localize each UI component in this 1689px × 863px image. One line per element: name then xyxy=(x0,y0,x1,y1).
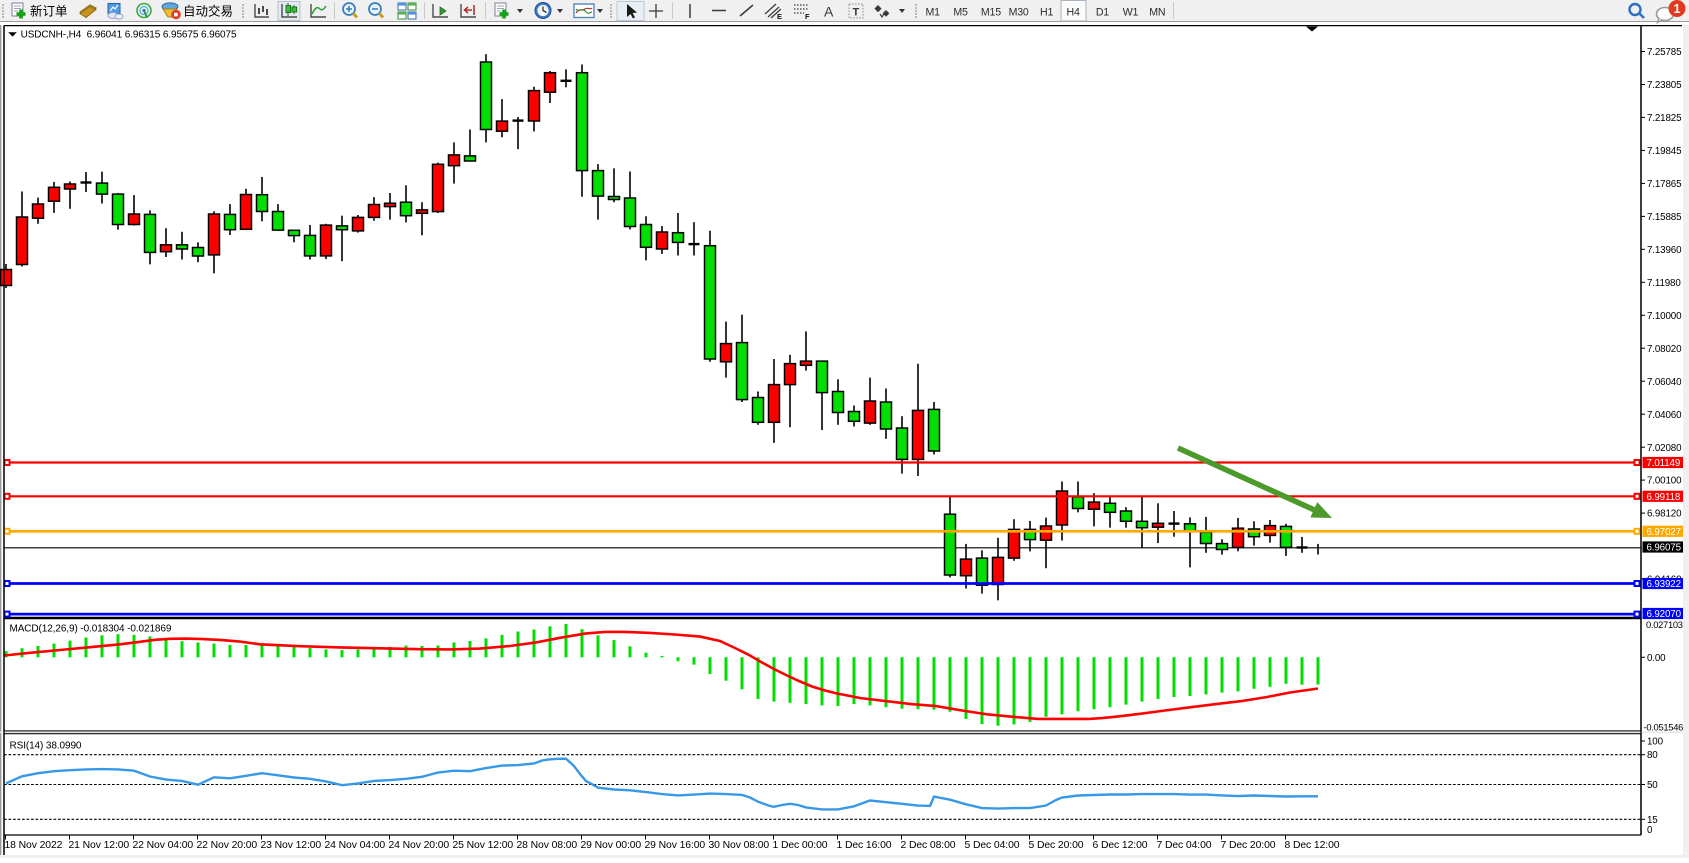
svg-text:5 Dec 20:00: 5 Dec 20:00 xyxy=(1029,840,1084,851)
svg-text:28 Nov 08:00: 28 Nov 08:00 xyxy=(517,840,578,851)
svg-text:7.06040: 7.06040 xyxy=(1647,377,1682,388)
svg-text:2 Dec 08:00: 2 Dec 08:00 xyxy=(901,840,956,851)
svg-text:W1: W1 xyxy=(1123,7,1139,19)
svg-text:D1: D1 xyxy=(1096,7,1109,19)
svg-text:7.00100: 7.00100 xyxy=(1647,476,1682,487)
svg-text:M30: M30 xyxy=(1009,7,1029,19)
svg-text:USDCNH-,H4 6.96041 6.96315 6.: USDCNH-,H4 6.96041 6.96315 6.95675 6.960… xyxy=(21,30,237,41)
svg-text:7.04060: 7.04060 xyxy=(1647,410,1682,421)
svg-text:1 Dec 00:00: 1 Dec 00:00 xyxy=(773,840,828,851)
svg-text:6.96075: 6.96075 xyxy=(1647,543,1682,554)
svg-text:7 Dec 20:00: 7 Dec 20:00 xyxy=(1221,840,1276,851)
svg-text:24 Nov 04:00: 24 Nov 04:00 xyxy=(325,840,386,851)
svg-text:29 Nov 00:00: 29 Nov 00:00 xyxy=(581,840,642,851)
svg-text:8 Dec 12:00: 8 Dec 12:00 xyxy=(1285,840,1340,851)
svg-text:6.98120: 6.98120 xyxy=(1647,509,1682,520)
svg-text:7.01149: 7.01149 xyxy=(1647,458,1681,469)
svg-text:23 Nov 12:00: 23 Nov 12:00 xyxy=(261,840,322,851)
svg-text:0.027103: 0.027103 xyxy=(1646,619,1683,630)
svg-text:50: 50 xyxy=(1647,780,1658,791)
svg-text:6 Dec 12:00: 6 Dec 12:00 xyxy=(1093,840,1148,851)
svg-text:1 Dec 16:00: 1 Dec 16:00 xyxy=(837,840,892,851)
svg-text:7.21825: 7.21825 xyxy=(1647,113,1682,124)
svg-text:7.02080: 7.02080 xyxy=(1647,443,1682,454)
svg-text:0: 0 xyxy=(1647,825,1653,836)
svg-text:6.99118: 6.99118 xyxy=(1647,492,1681,503)
svg-text:25 Nov 12:00: 25 Nov 12:00 xyxy=(453,840,514,851)
svg-text:7.23805: 7.23805 xyxy=(1647,80,1682,91)
svg-text:H4: H4 xyxy=(1067,7,1080,19)
svg-text:M15: M15 xyxy=(981,7,1001,19)
svg-text:22 Nov 04:00: 22 Nov 04:00 xyxy=(133,840,194,851)
svg-text:-0.051546: -0.051546 xyxy=(1644,722,1684,733)
svg-text:A: A xyxy=(824,4,834,20)
svg-text:T: T xyxy=(853,7,860,19)
svg-text:80: 80 xyxy=(1647,750,1658,761)
svg-text:1: 1 xyxy=(1674,2,1681,16)
svg-text:24 Nov 20:00: 24 Nov 20:00 xyxy=(389,840,450,851)
svg-text:7.10000: 7.10000 xyxy=(1647,311,1682,322)
svg-text:30 Nov 08:00: 30 Nov 08:00 xyxy=(709,840,770,851)
svg-text:7.25785: 7.25785 xyxy=(1647,47,1682,58)
svg-text:E: E xyxy=(777,12,782,21)
svg-text:22 Nov 20:00: 22 Nov 20:00 xyxy=(197,840,258,851)
svg-text:RSI(14) 38.0990: RSI(14) 38.0990 xyxy=(10,740,82,751)
svg-text:新订单: 新订单 xyxy=(30,4,68,19)
svg-text:MN: MN xyxy=(1149,7,1165,19)
svg-text:0.00: 0.00 xyxy=(1647,653,1666,664)
svg-text:M5: M5 xyxy=(953,7,968,19)
svg-text:7.17865: 7.17865 xyxy=(1647,179,1682,190)
svg-text:自动交易: 自动交易 xyxy=(183,4,233,19)
svg-text:6.92070: 6.92070 xyxy=(1647,609,1682,620)
svg-text:29 Nov 16:00: 29 Nov 16:00 xyxy=(645,840,706,851)
svg-text:7.13960: 7.13960 xyxy=(1647,245,1682,256)
svg-text:F: F xyxy=(805,12,810,21)
svg-text:MACD(12,26,9) -0.018304 -0.021: MACD(12,26,9) -0.018304 -0.021869 xyxy=(10,623,172,634)
svg-text:7.15885: 7.15885 xyxy=(1647,212,1682,223)
svg-text:18 Nov 2022: 18 Nov 2022 xyxy=(5,840,63,851)
svg-text:7.08020: 7.08020 xyxy=(1647,344,1682,355)
svg-text:5 Dec 04:00: 5 Dec 04:00 xyxy=(965,840,1020,851)
svg-text:7.19845: 7.19845 xyxy=(1647,146,1682,157)
svg-text:6.93922: 6.93922 xyxy=(1647,579,1681,590)
svg-text:6.97027: 6.97027 xyxy=(1647,527,1681,538)
svg-text:100: 100 xyxy=(1647,737,1664,748)
svg-text:H1: H1 xyxy=(1040,7,1053,19)
svg-text:7.11980: 7.11980 xyxy=(1647,278,1681,289)
svg-text:7 Dec 04:00: 7 Dec 04:00 xyxy=(1157,840,1212,851)
svg-text:21 Nov 12:00: 21 Nov 12:00 xyxy=(69,840,130,851)
svg-text:M1: M1 xyxy=(926,7,941,19)
